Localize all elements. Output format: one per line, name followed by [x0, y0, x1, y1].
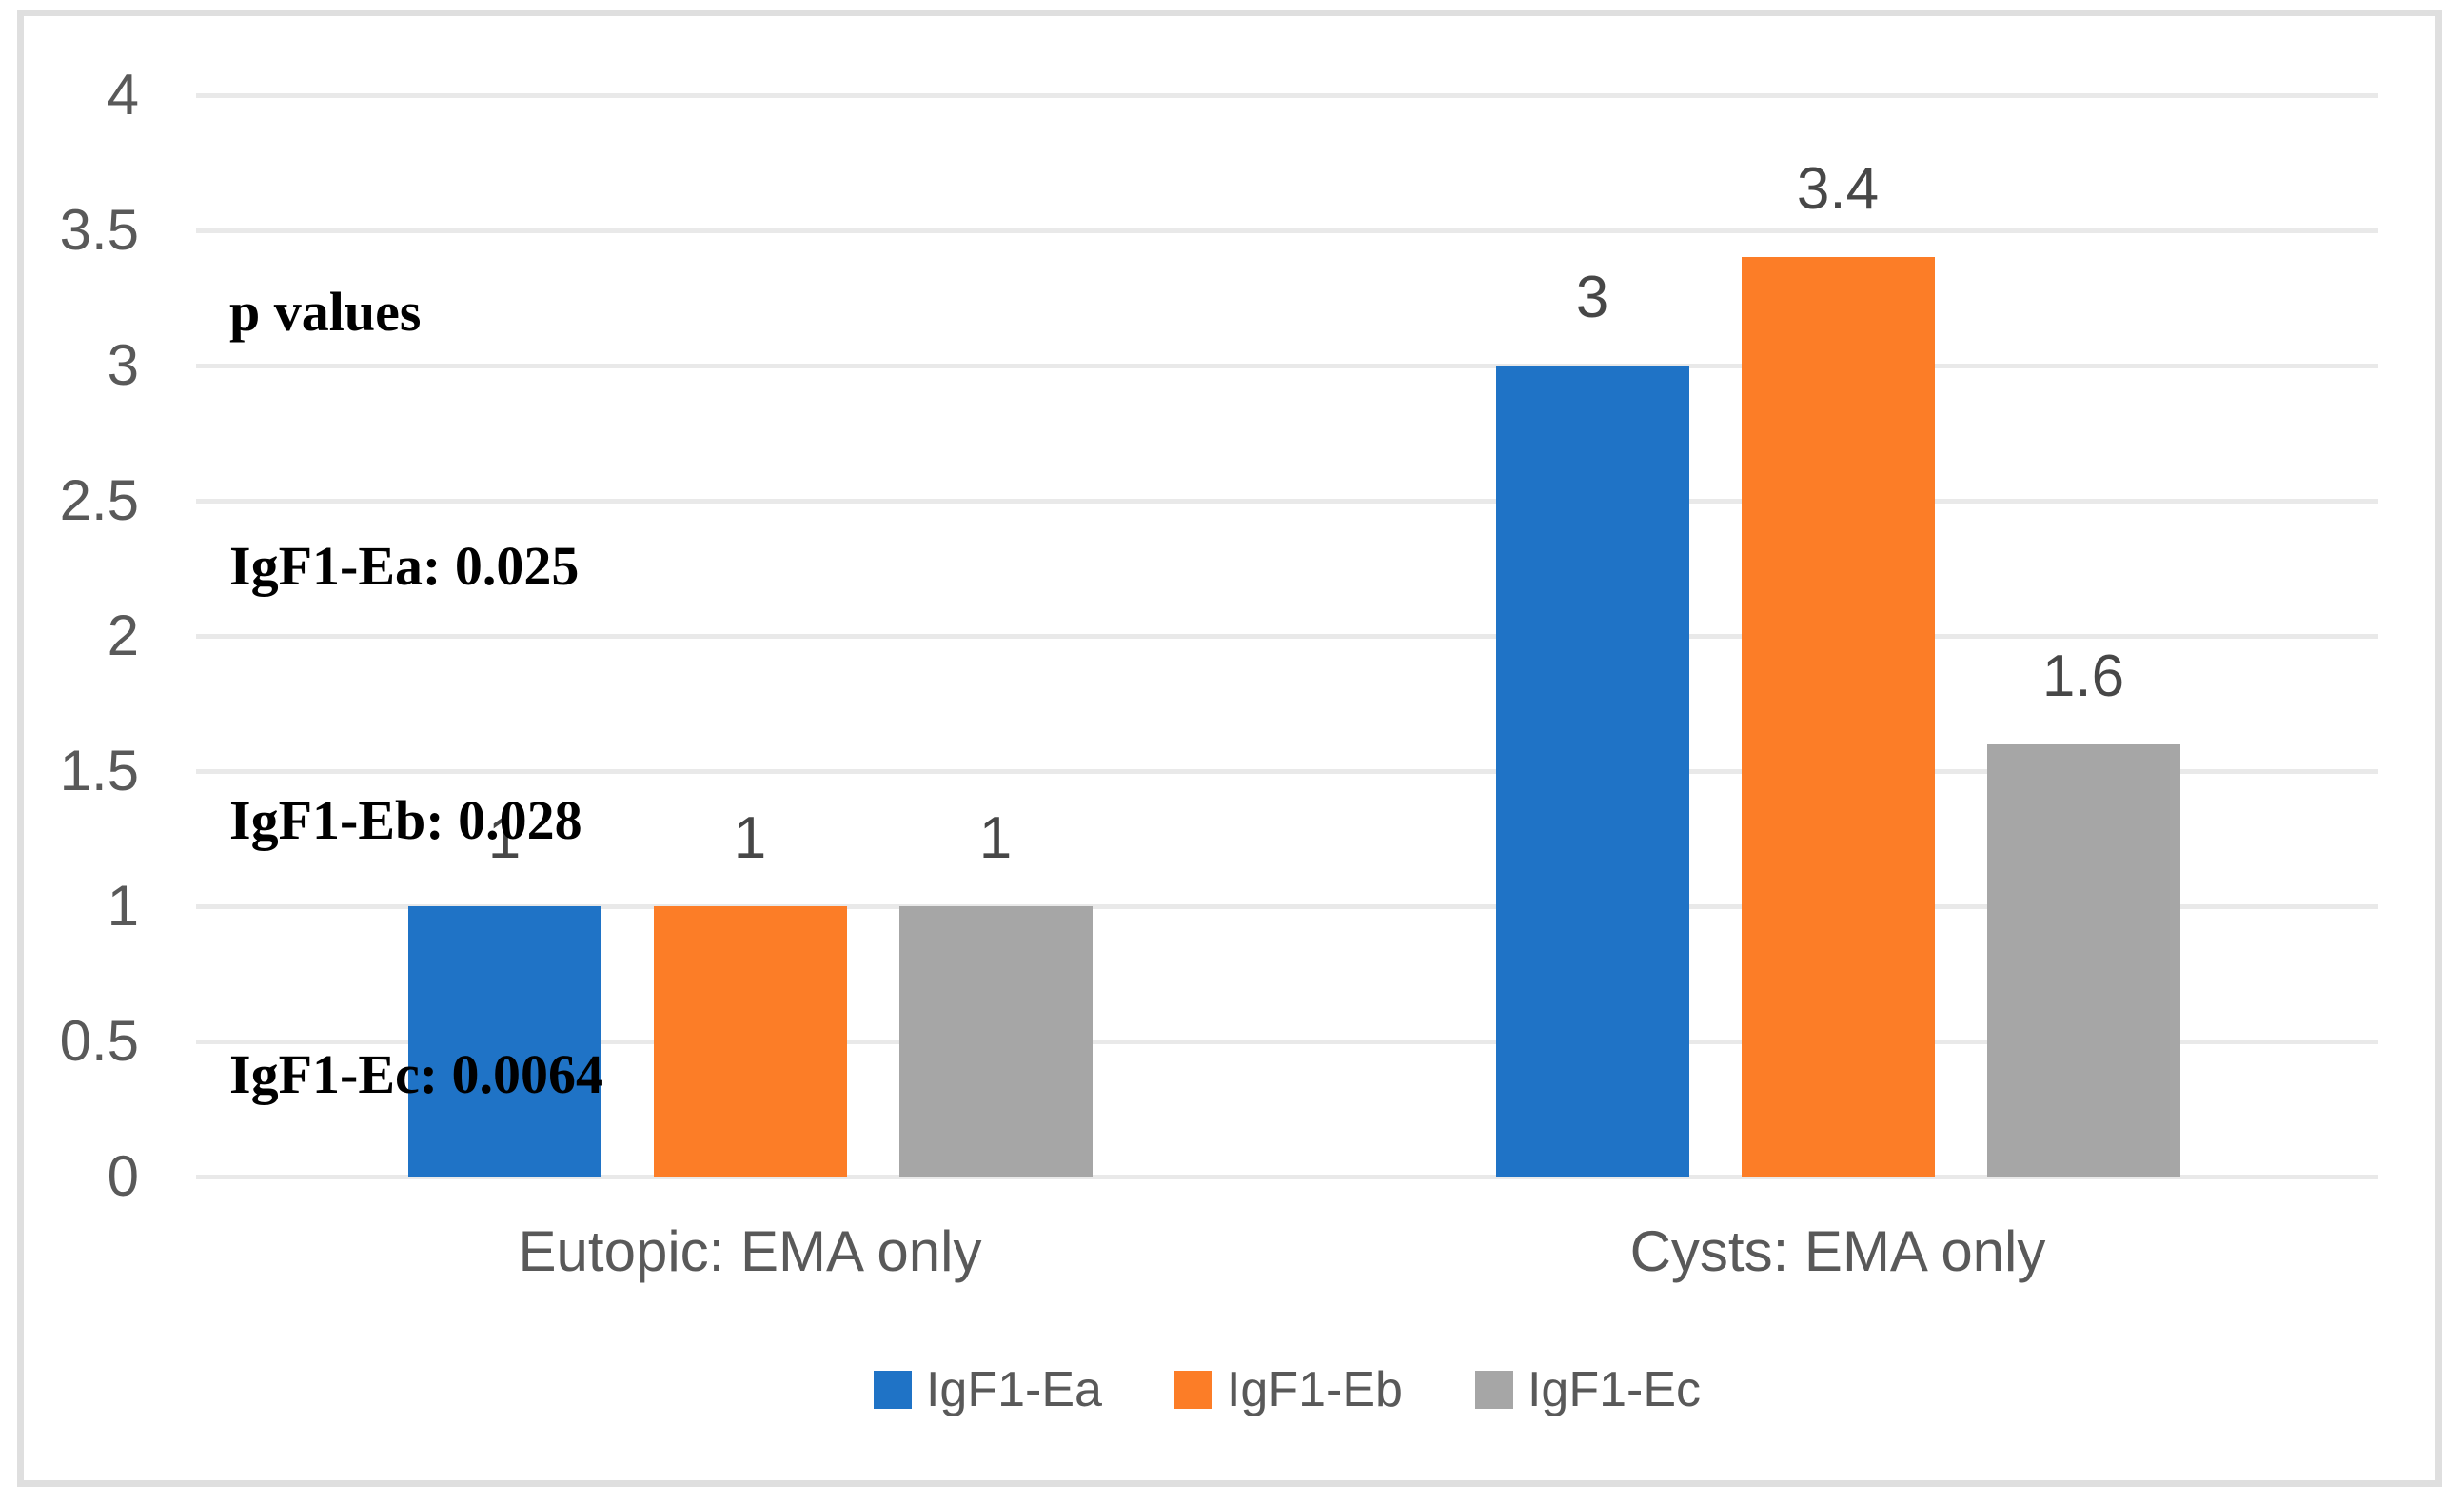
gridline	[196, 499, 2378, 504]
y-tick-label: 1	[107, 874, 139, 938]
legend: IgF1-Ea IgF1-Eb IgF1-Ec	[196, 1363, 2378, 1416]
gridline	[196, 769, 2378, 774]
category-label-eutopic: Eutopic: EMA only	[518, 1219, 982, 1283]
legend-swatch-igf1-ea	[873, 1371, 912, 1409]
annotation-line: IgF1-Ec: 0.0064	[229, 1043, 604, 1105]
y-tick-label: 3.5	[59, 198, 139, 262]
gridline	[196, 228, 2378, 233]
bar-value-label: 3	[1575, 265, 1609, 330]
legend-item: IgF1-Eb	[1173, 1362, 1403, 1417]
bar-value-label: 3.4	[1796, 156, 1880, 222]
bar-igf1-eb-group1	[1741, 257, 1935, 1177]
annotation-line: IgF1-Eb: 0.028	[229, 789, 582, 851]
gridline	[196, 634, 2378, 639]
annotation-line: IgF1-Ea: 0.025	[229, 535, 580, 597]
gridline	[196, 904, 2378, 909]
legend-swatch-igf1-ec	[1474, 1371, 1513, 1409]
gridline	[196, 1040, 2378, 1044]
y-tick-label: 4	[107, 63, 139, 127]
legend-item: IgF1-Ec	[1474, 1362, 1702, 1417]
gridline	[196, 93, 2378, 98]
bar-igf1-eb-group0	[653, 906, 847, 1177]
y-tick-label: 0.5	[59, 1009, 139, 1073]
y-tick-label: 3	[107, 333, 139, 397]
legend-item: IgF1-Ea	[873, 1362, 1102, 1417]
y-tick-label: 1.5	[59, 739, 139, 802]
legend-label: IgF1-Ea	[925, 1362, 1102, 1417]
y-tick-label: 0	[107, 1144, 139, 1208]
plot-area: 0 0.5 1 1.5 2 2.5 3 3.5 4 1 3 1 3.4 1 1.6	[24, 16, 2435, 1480]
legend-label: IgF1-Ec	[1527, 1362, 1702, 1417]
legend-label: IgF1-Eb	[1226, 1362, 1403, 1417]
y-tick-label: 2	[107, 604, 139, 667]
bar-value-label: 1.6	[2041, 644, 2125, 709]
bar-value-label: 1	[487, 805, 522, 871]
legend-swatch-igf1-eb	[1173, 1371, 1212, 1409]
p-values-annotation: p values IgF1-Ea: 0.025 IgF1-Eb: 0.028 I…	[229, 100, 603, 1286]
annotation-line: p values	[229, 281, 422, 343]
bar-igf1-ea-group1	[1495, 366, 1689, 1177]
bar-igf1-ec-group0	[898, 906, 1093, 1177]
chart-frame: 0 0.5 1 1.5 2 2.5 3 3.5 4 1 3 1 3.4 1 1.6 p values IgF…	[17, 10, 2442, 1487]
gridline	[196, 364, 2378, 368]
y-tick-label: 2.5	[59, 468, 139, 532]
bar-igf1-ea-group0	[407, 906, 601, 1177]
bar-value-label: 1	[978, 805, 1013, 871]
bar-value-label: 1	[733, 805, 767, 871]
bar-igf1-ec-group1	[1986, 744, 2180, 1177]
category-label-cysts: Cysts: EMA only	[1629, 1219, 2046, 1283]
gridline	[196, 1175, 2378, 1179]
